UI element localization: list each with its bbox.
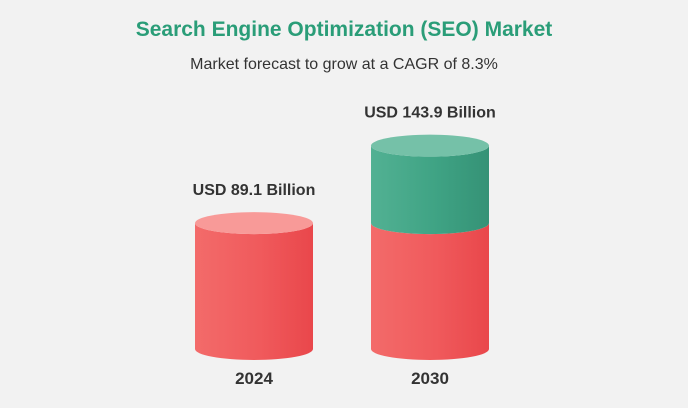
bar-2030-segment-1: [371, 145, 489, 235]
bar-2024-top: [195, 212, 313, 235]
chart-subtitle: Market forecast to grow at a CAGR of 8.3…: [190, 56, 498, 73]
data-label-2030: USD 143.9 Billion: [364, 105, 496, 122]
category-label-2030: 2030: [411, 369, 449, 388]
data-label-2024: USD 89.1 Billion: [193, 182, 316, 199]
bar-2030-segment-0: [371, 223, 489, 360]
bar-2030-top: [371, 134, 489, 157]
category-label-2024: 2024: [235, 369, 273, 388]
bar-2024-segment-0: [195, 223, 313, 360]
chart-title: Search Engine Optimization (SEO) Market: [135, 18, 553, 41]
